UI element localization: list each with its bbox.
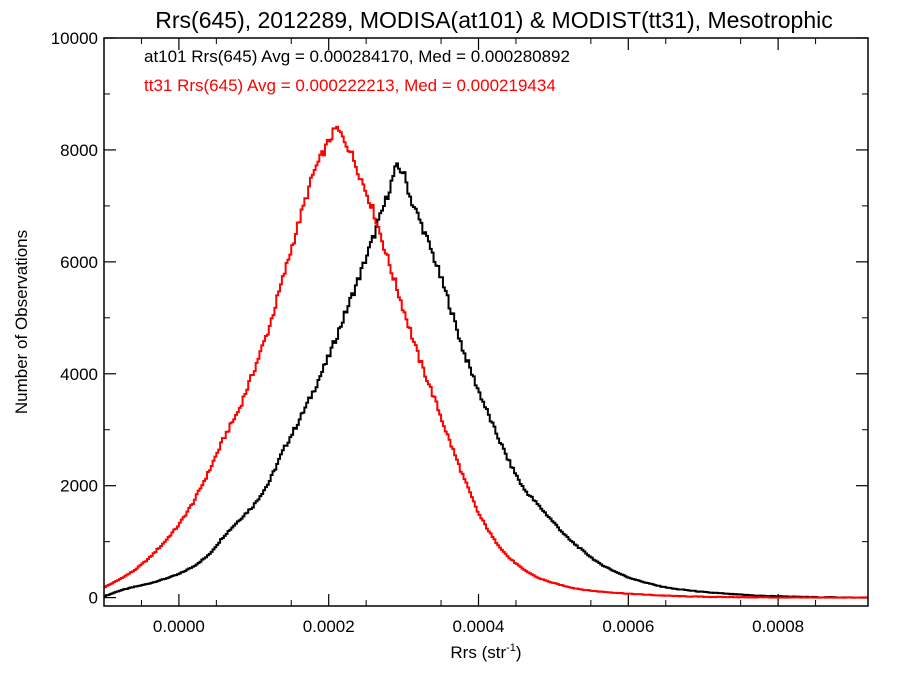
x-tick-label: 0.0004	[453, 617, 505, 636]
x-tick-label: 0.0002	[303, 617, 355, 636]
series-line-at101	[104, 162, 868, 599]
y-tick-label: 8000	[60, 141, 98, 160]
legend-entry-at101: at101 Rrs(645) Avg = 0.000284170, Med = …	[144, 47, 570, 66]
series-layer	[104, 125, 868, 599]
chart-title: Rrs(645), 2012289, MODISA(at101) & MODIS…	[155, 7, 832, 33]
x-axis-label-main: Rrs (str	[450, 643, 506, 662]
plot-frame	[103, 37, 869, 607]
y-tick-label: 6000	[60, 253, 98, 272]
x-axis-label-end: )	[516, 643, 522, 662]
series-line-tt31	[104, 125, 868, 599]
x-tick-label: 0.0008	[752, 617, 804, 636]
x-tick-label: 0.0000	[153, 617, 205, 636]
axes-ticks: 0.0000 0.0002 0.0004 0.0006 0.0008 0 2000 4000 6…	[51, 29, 868, 636]
x-axis-label: Rrs (str-1)	[450, 642, 521, 662]
y-tick-label: 10000	[51, 29, 98, 48]
x-axis-label-sup: -1	[506, 642, 516, 654]
y-tick-label: 0	[89, 589, 98, 608]
y-tick-label: 2000	[60, 477, 98, 496]
y-tick-label: 4000	[60, 365, 98, 384]
y-axis-label: Number of Observations	[12, 230, 31, 414]
x-tick-label: 0.0006	[602, 617, 654, 636]
legend-entry-tt31: tt31 Rrs(645) Avg = 0.000222213, Med = 0…	[144, 76, 556, 95]
